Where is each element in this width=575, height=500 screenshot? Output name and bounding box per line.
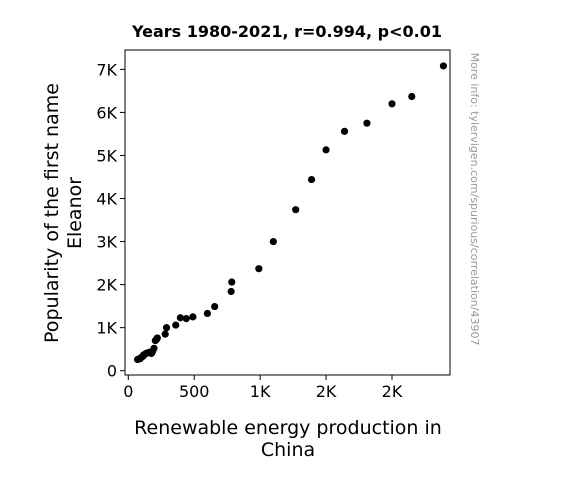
data-point	[408, 92, 416, 101]
data-point	[307, 175, 316, 184]
x-axis-label-line-1: Renewable energy production in	[134, 417, 442, 439]
data-point	[189, 313, 197, 321]
data-point	[211, 302, 219, 311]
x-axis-ticks: 0 500 1K 2K 2K	[123, 375, 403, 401]
x-axis-label-line-2: China	[261, 439, 315, 461]
x-tick-label: 2K	[382, 382, 403, 401]
data-point	[322, 146, 330, 154]
data-point	[150, 344, 158, 352]
data-point	[172, 321, 180, 329]
chart-title: Years 1980-2021, r=0.994, p<0.01	[131, 22, 442, 41]
y-tick-label: 2K	[96, 276, 117, 295]
data-point	[182, 315, 190, 323]
watermark-text: More info: tylervigen.com/spurious/corre…	[468, 53, 481, 346]
data-point	[269, 237, 277, 246]
y-tick-label: 1K	[96, 319, 117, 338]
y-axis-label-line-2: Eleanor	[64, 177, 86, 249]
y-tick-label: 5K	[96, 146, 117, 165]
data-point	[388, 100, 396, 108]
y-tick-label: 0	[107, 362, 117, 381]
x-tick-label: 2K	[316, 382, 337, 401]
data-point	[161, 330, 169, 338]
data-point	[439, 62, 448, 70]
y-tick-label: 6K	[96, 103, 117, 122]
data-point	[363, 119, 371, 127]
y-tick-label: 3K	[96, 233, 117, 252]
data-point	[176, 314, 184, 322]
y-tick-label: 7K	[96, 60, 117, 79]
data-point	[203, 309, 212, 318]
data-point	[162, 324, 171, 332]
data-point	[227, 287, 235, 296]
data-point	[340, 127, 349, 135]
y-axis-ticks: 0 1K 2K 3K 4K 5K 6K 7K	[96, 60, 125, 381]
data-point	[292, 206, 300, 214]
data-point	[255, 265, 263, 273]
x-tick-label: 1K	[250, 382, 271, 401]
data-point	[228, 278, 236, 286]
y-axis-label-line-1: Popularity of the first name	[41, 83, 63, 343]
data-point	[153, 334, 161, 342]
data-points	[133, 62, 448, 364]
y-tick-label: 4K	[96, 190, 117, 209]
x-tick-label: 0	[123, 382, 133, 401]
x-tick-label: 500	[179, 382, 210, 401]
